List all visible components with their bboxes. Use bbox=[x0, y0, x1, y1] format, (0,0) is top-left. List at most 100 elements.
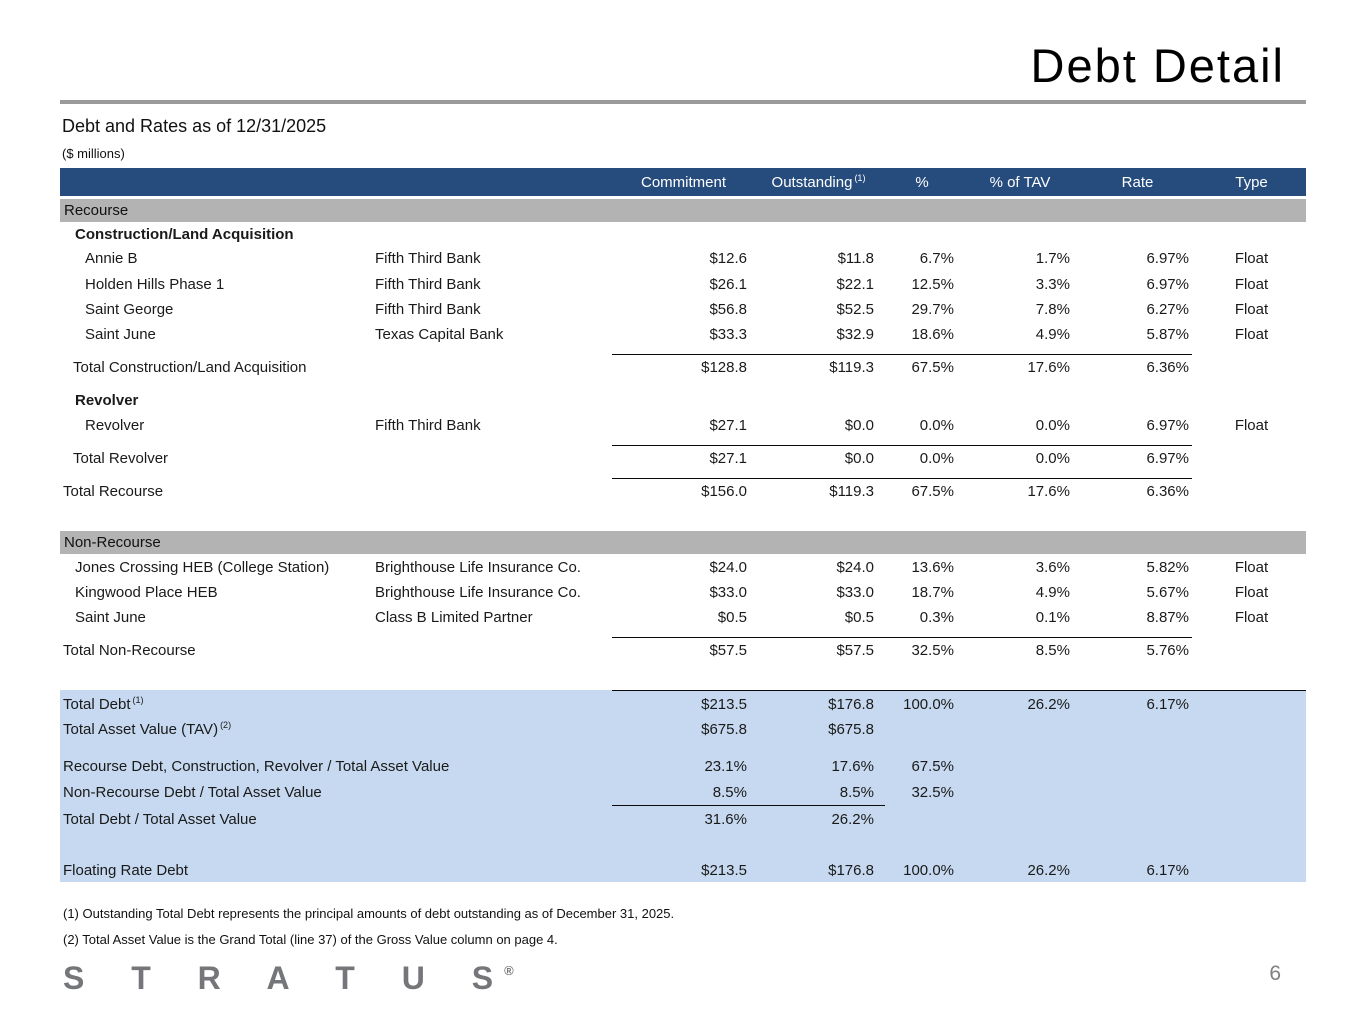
subsection-label: Construction/Land Acquisition bbox=[75, 225, 294, 243]
cell-pct: 12.5% bbox=[911, 275, 954, 293]
column-header-type: Type bbox=[1235, 173, 1268, 191]
section-bar-recourse: Recourse bbox=[60, 199, 1306, 222]
cell-outstanding: $119.3 bbox=[829, 358, 874, 376]
cell-pct-of-tav: 3.6% bbox=[1035, 558, 1070, 576]
cell-outstanding: $57.5 bbox=[836, 641, 874, 659]
cell-lender: Texas Capital Bank bbox=[375, 325, 504, 343]
footnote-ref-1: (1) bbox=[132, 695, 144, 705]
cell-rate: 6.27% bbox=[1146, 300, 1189, 318]
cell-commitment: $56.8 bbox=[709, 300, 747, 318]
cell-name: Floating Rate Debt bbox=[63, 861, 189, 879]
cell-commitment: $128.8 bbox=[701, 358, 747, 376]
ratio-rule bbox=[612, 805, 885, 806]
total-rule bbox=[612, 478, 1192, 479]
page-title: Debt Detail bbox=[1030, 39, 1285, 92]
cell-outstanding: $675.8 bbox=[828, 720, 874, 738]
cell-name: Total Asset Value (TAV) (2) bbox=[60, 720, 612, 738]
cell-pct: 6.7% bbox=[919, 249, 954, 267]
cell-name: Total Construction/Land Acquisition bbox=[73, 358, 307, 376]
total-rule bbox=[612, 445, 1192, 446]
logo-text: S T R A T U S bbox=[63, 960, 513, 996]
cell-pct-of-tav: 7.8% bbox=[1035, 300, 1070, 318]
column-header-outstanding: Outstanding (1) bbox=[755, 173, 882, 191]
cell-commitment: 23.1% bbox=[704, 757, 747, 775]
cell-lender: Fifth Third Bank bbox=[375, 275, 481, 293]
footnote-2: (2) Total Asset Value is the Grand Total… bbox=[63, 932, 558, 947]
section-label: Recourse bbox=[64, 202, 129, 219]
cell-name: Kingwood Place HEB bbox=[75, 583, 218, 601]
cell-rate: 5.82% bbox=[1146, 558, 1189, 576]
table-row: Saint June Texas Capital Bank $33.3 $32.… bbox=[60, 321, 1306, 347]
cell-commitment: $156.0 bbox=[701, 482, 747, 500]
column-header-pct: % bbox=[915, 173, 929, 191]
outstanding-label: Outstanding bbox=[771, 174, 853, 191]
cell-commitment: $675.8 bbox=[701, 720, 747, 738]
cell-pct: 100.0% bbox=[903, 695, 954, 713]
cell-name: Total Recourse bbox=[63, 482, 164, 500]
cell-commitment: $33.3 bbox=[709, 325, 747, 343]
subsection-label: Revolver bbox=[75, 391, 139, 409]
cell-commitment: 31.6% bbox=[704, 810, 747, 828]
cell-name: Total Revolver bbox=[73, 449, 169, 467]
cell-outstanding: $22.1 bbox=[836, 275, 874, 293]
cell-commitment: $33.0 bbox=[709, 583, 747, 601]
table-row: Revolver Fifth Third Bank $27.1 $0.0 0.0… bbox=[60, 412, 1306, 438]
cell-commitment: 8.5% bbox=[712, 783, 747, 801]
cell-type: Float bbox=[1234, 275, 1269, 293]
cell-rate: 6.17% bbox=[1146, 861, 1189, 879]
summary-row-floating-rate: Floating Rate Debt $213.5 $176.8 100.0% … bbox=[60, 857, 1306, 883]
summary-row-tav: Total Asset Value (TAV) (2) $675.8 $675.8 bbox=[60, 716, 1306, 742]
cell-outstanding: $0.5 bbox=[844, 608, 874, 626]
cell-pct-of-tav: 0.0% bbox=[1035, 416, 1070, 434]
summary-row-total-ratio: Total Debt / Total Asset Value 31.6% 26.… bbox=[60, 806, 1306, 832]
cell-pct-of-tav: 3.3% bbox=[1035, 275, 1070, 293]
summary-top-rule bbox=[612, 690, 1306, 691]
cell-rate: 6.97% bbox=[1146, 416, 1189, 434]
cell-rate: 5.76% bbox=[1146, 641, 1189, 659]
footnote-1: (1) Outstanding Total Debt represents th… bbox=[63, 906, 675, 921]
cell-commitment: $12.6 bbox=[709, 249, 747, 267]
cell-lender: Fifth Third Bank bbox=[375, 249, 481, 267]
cell-pct: 32.5% bbox=[911, 783, 954, 801]
cell-pct-of-tav: 4.9% bbox=[1035, 583, 1070, 601]
total-row-recourse: Total Recourse $156.0 $119.3 67.5% 17.6%… bbox=[60, 478, 1306, 504]
cell-lender: Fifth Third Bank bbox=[375, 300, 481, 318]
outstanding-footnote-ref: (1) bbox=[854, 173, 866, 183]
stratus-logo: S T R A T U S® bbox=[63, 960, 514, 997]
summary-row-recourse-ratio: Recourse Debt, Construction, Revolver / … bbox=[60, 753, 1306, 779]
cell-commitment: $27.1 bbox=[709, 416, 747, 434]
cell-pct: 0.0% bbox=[919, 449, 954, 467]
table-header-row: Commitment Outstanding (1) % % of TAV Rat… bbox=[60, 168, 1306, 196]
cell-lender: Fifth Third Bank bbox=[375, 416, 481, 434]
cell-rate: 6.97% bbox=[1146, 249, 1189, 267]
cell-commitment: $213.5 bbox=[701, 861, 747, 879]
cell-outstanding: $0.0 bbox=[844, 416, 874, 434]
cell-name: Saint George bbox=[85, 300, 174, 318]
cell-outstanding: $52.5 bbox=[836, 300, 874, 318]
cell-pct: 18.6% bbox=[911, 325, 954, 343]
cell-pct: 29.7% bbox=[911, 300, 954, 318]
cell-pct: 67.5% bbox=[911, 757, 954, 775]
cell-pct-of-tav: 17.6% bbox=[1027, 482, 1070, 500]
cell-pct-of-tav: 17.6% bbox=[1027, 358, 1070, 376]
table-row: Annie B Fifth Third Bank $12.6 $11.8 6.7… bbox=[60, 245, 1306, 271]
cell-rate: 6.17% bbox=[1146, 695, 1189, 713]
cell-rate: 8.87% bbox=[1146, 608, 1189, 626]
total-rule bbox=[612, 637, 1192, 638]
cell-name: Non-Recourse Debt / Total Asset Value bbox=[63, 783, 322, 801]
cell-outstanding: $33.0 bbox=[836, 583, 874, 601]
cell-name: Saint June bbox=[85, 325, 156, 343]
cell-commitment: $213.5 bbox=[701, 695, 747, 713]
cell-type: Float bbox=[1234, 583, 1269, 601]
cell-type: Float bbox=[1234, 325, 1269, 343]
cell-pct: 67.5% bbox=[911, 482, 954, 500]
column-header-rate: Rate bbox=[1121, 173, 1154, 191]
cell-name: Total Debt (1) bbox=[60, 695, 612, 713]
column-header-commitment: Commitment bbox=[640, 173, 726, 191]
cell-outstanding: $176.8 bbox=[828, 695, 874, 713]
table-row: Saint June Class B Limited Partner $0.5 … bbox=[60, 604, 1306, 630]
page-number: 6 bbox=[1269, 962, 1281, 985]
cell-type: Float bbox=[1234, 608, 1269, 626]
cell-rate: 5.67% bbox=[1146, 583, 1189, 601]
cell-commitment: $26.1 bbox=[709, 275, 747, 293]
